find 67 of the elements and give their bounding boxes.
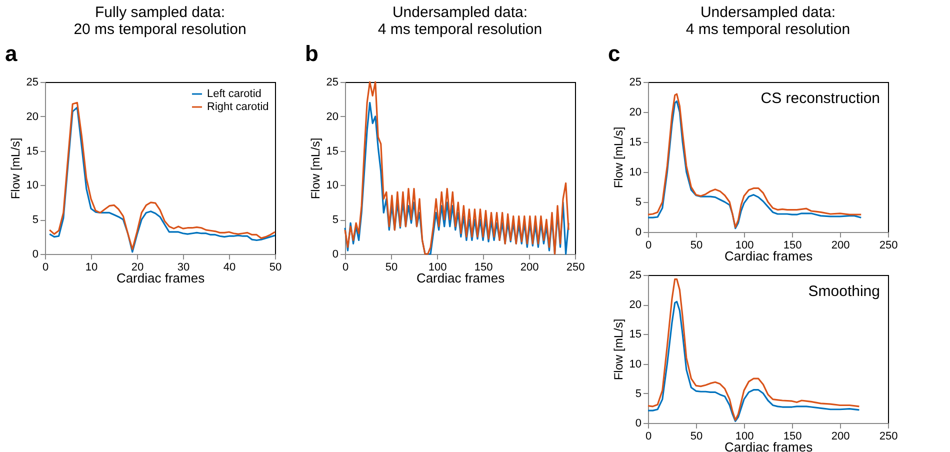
annotation: CS reconstruction xyxy=(760,90,880,107)
x-tick-label: 150 xyxy=(783,430,802,442)
text: b xyxy=(305,41,318,66)
x-tick-label: 50 xyxy=(385,262,398,274)
y-tick-label: 10 xyxy=(629,166,642,178)
y-tick-label: 20 xyxy=(629,299,642,312)
x-tick-label: 20 xyxy=(131,262,144,274)
text: a xyxy=(5,41,18,66)
x-tick-label: 0 xyxy=(645,240,652,252)
chart-title: Undersampled data: 4 ms temporal resolution xyxy=(378,4,542,38)
y-tick-label: 5 xyxy=(32,214,38,226)
x-axis-title: Cardiac frames xyxy=(416,270,506,286)
x-tick-label: 250 xyxy=(566,262,585,274)
x-tick-label: 200 xyxy=(831,430,850,442)
y-tick-label: 15 xyxy=(26,145,38,158)
y-tick-label: 15 xyxy=(326,145,338,158)
x-tick-label: 150 xyxy=(783,240,802,252)
y-tick-label: 25 xyxy=(26,76,38,88)
y-tick-label: 15 xyxy=(629,136,642,148)
y-tick-label: 5 xyxy=(332,214,338,226)
x-axis-title: Cardiac frames xyxy=(116,270,206,286)
x-tick-label: 10 xyxy=(85,262,98,274)
y-tick-label: 10 xyxy=(629,358,642,370)
x-axis-title: Cardiac frames xyxy=(724,248,814,264)
y-tick-label: 10 xyxy=(26,180,38,192)
x-tick-label: 100 xyxy=(735,240,754,252)
legend-label: Left carotid xyxy=(207,88,262,100)
legend-label: Right carotid xyxy=(207,101,269,113)
y-axis-title: Flow [mL/s] xyxy=(8,138,22,200)
line-series xyxy=(647,300,860,422)
y-tick-label: 20 xyxy=(326,110,338,123)
y-axis-title: Flow [mL/s] xyxy=(611,318,626,380)
chart-title: Undersampled data: 4 ms temporal resolution xyxy=(686,4,850,38)
y-tick-label: 0 xyxy=(32,248,38,260)
x-tick-label: 0 xyxy=(342,262,349,274)
y-tick-label: 5 xyxy=(635,196,642,208)
y-tick-label: 0 xyxy=(635,226,642,238)
x-tick-label: 50 xyxy=(690,430,703,442)
x-tick-label: 0 xyxy=(42,262,49,274)
y-tick-label: 25 xyxy=(326,76,338,88)
y-tick-label: 25 xyxy=(629,76,642,88)
chart-title: Fully sampled data: 20 ms temporal resolution xyxy=(74,4,246,38)
x-tick-label: 50 xyxy=(269,262,282,274)
text: c xyxy=(608,41,620,66)
y-tick-label: 5 xyxy=(635,388,642,400)
y-axis-title: Flow [mL/s] xyxy=(611,126,626,188)
x-tick-label: 250 xyxy=(879,430,898,442)
y-tick-label: 20 xyxy=(629,106,642,118)
x-tick-label: 30 xyxy=(177,262,190,274)
x-tick-label: 250 xyxy=(879,240,898,252)
annotation: Smoothing xyxy=(808,283,880,300)
y-tick-label: 15 xyxy=(629,328,642,341)
x-tick-label: 200 xyxy=(520,262,539,274)
y-tick-label: 25 xyxy=(629,270,642,282)
x-tick-label: 100 xyxy=(428,262,447,274)
y-axis-title: Flow [mL/s] xyxy=(308,138,322,200)
y-tick-label: 10 xyxy=(326,180,338,192)
x-tick-label: 100 xyxy=(735,430,754,442)
x-tick-label: 150 xyxy=(474,262,493,274)
x-tick-label: 50 xyxy=(690,240,703,252)
y-tick-label: 0 xyxy=(332,248,338,260)
y-tick-label: 0 xyxy=(635,418,642,430)
y-tick-label: 20 xyxy=(26,110,38,123)
x-tick-label: 40 xyxy=(223,262,236,274)
x-axis-title: Cardiac frames xyxy=(724,440,814,452)
x-tick-label: 0 xyxy=(645,430,652,442)
x-tick-label: 200 xyxy=(831,240,850,252)
